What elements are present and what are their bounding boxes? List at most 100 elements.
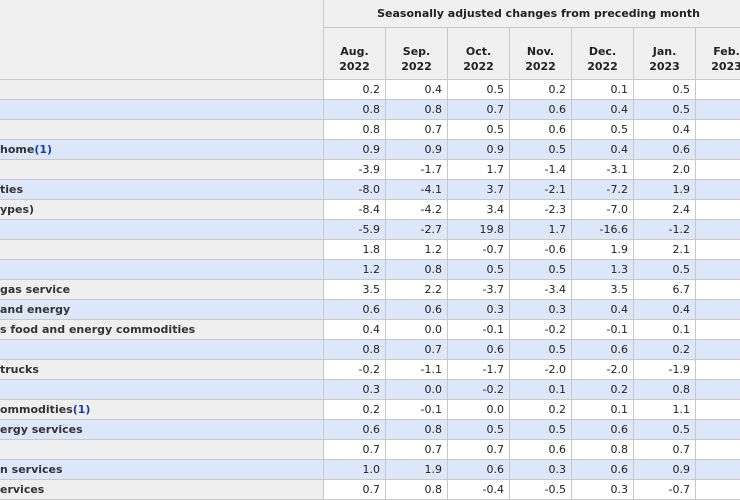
- data-cell: -1.7: [448, 360, 510, 380]
- row-label: [0, 160, 324, 180]
- footnote-link[interactable]: (1): [34, 143, 53, 156]
- cell-value: 6.7: [672, 283, 691, 296]
- data-cell: 0.6: [572, 340, 634, 360]
- data-cell: -0.6: [510, 240, 572, 260]
- cell-value: 0.7: [362, 483, 381, 496]
- cell-value: -16.6: [599, 223, 628, 236]
- cell-value: 0.5: [486, 263, 505, 276]
- data-cell: 2.2: [386, 280, 448, 300]
- cell-value: -8.4: [358, 203, 380, 216]
- data-cell: 0.3: [448, 300, 510, 320]
- data-cell: -3.4: [510, 280, 572, 300]
- cell-value: 0.2: [548, 403, 567, 416]
- column-month: Dec.: [588, 45, 617, 58]
- cell-value: 0.7: [486, 103, 505, 116]
- data-cell: -2.1: [510, 180, 572, 200]
- cell-value: 0.5: [548, 343, 567, 356]
- cell-value: 1.9: [672, 183, 691, 196]
- cell-value: 0.3: [610, 483, 629, 496]
- cell-value: 0.4: [362, 323, 381, 336]
- row-label: s food and energy commodities: [0, 320, 324, 340]
- cell-value: -1.4: [544, 163, 566, 176]
- data-cell: -0.1: [448, 320, 510, 340]
- cell-value: 0.3: [548, 303, 567, 316]
- cell-value: 0.0: [424, 323, 443, 336]
- cell-value: 0.9: [672, 463, 691, 476]
- row-label: and energy: [0, 300, 324, 320]
- data-cell: [696, 320, 740, 340]
- row-label-text: home: [0, 143, 35, 156]
- data-cell: 1.9: [634, 180, 696, 200]
- data-cell: 1.7: [510, 220, 572, 240]
- cell-value: 0.9: [424, 143, 443, 156]
- column-month: Aug.: [340, 45, 369, 58]
- data-cell: 0.5: [510, 420, 572, 440]
- data-cell: 0.4: [634, 120, 696, 140]
- row-label-text: trucks: [0, 363, 39, 376]
- data-cell: 0.2: [510, 400, 572, 420]
- data-cell: -3.9: [324, 160, 386, 180]
- data-cell: 0.9: [448, 140, 510, 160]
- data-cell: 1.7: [448, 160, 510, 180]
- data-cell: 0.5: [448, 120, 510, 140]
- cell-value: 0.1: [610, 403, 629, 416]
- group-title: Seasonally adjusted changes from precedi…: [324, 0, 740, 28]
- data-cell: [696, 140, 740, 160]
- cell-value: 0.2: [362, 83, 381, 96]
- column-year: 2022: [339, 60, 370, 73]
- cell-value: 0.2: [362, 403, 381, 416]
- cell-value: 0.5: [672, 423, 691, 436]
- data-cell: -16.6: [572, 220, 634, 240]
- data-cell: 0.9: [634, 460, 696, 480]
- data-cell: [696, 200, 740, 220]
- data-cell: 0.5: [510, 140, 572, 160]
- cell-value: -0.1: [482, 323, 504, 336]
- cell-value: 0.6: [362, 423, 381, 436]
- data-cell: 0.2: [634, 340, 696, 360]
- data-cell: -0.1: [386, 400, 448, 420]
- column-year: 2022: [463, 60, 494, 73]
- cell-value: 19.8: [479, 223, 505, 236]
- cell-value: -2.0: [606, 363, 628, 376]
- row-label: [0, 80, 324, 100]
- column-header: Oct. 2022: [448, 28, 510, 80]
- data-cell: [696, 420, 740, 440]
- data-cell: 1.8: [324, 240, 386, 260]
- data-cell: -3.1: [572, 160, 634, 180]
- cell-value: 3.4: [486, 203, 505, 216]
- cell-value: 1.9: [424, 463, 443, 476]
- data-cell: 1.0: [324, 460, 386, 480]
- data-cell: 1.9: [572, 240, 634, 260]
- data-cell: 0.7: [634, 440, 696, 460]
- footnote-link[interactable]: (1): [72, 403, 91, 416]
- cell-value: 0.6: [486, 463, 505, 476]
- data-cell: -: [696, 180, 740, 200]
- data-cell: [696, 100, 740, 120]
- data-cell: 0.9: [324, 140, 386, 160]
- cell-value: 1.1: [672, 403, 691, 416]
- cell-value: -0.7: [668, 483, 690, 496]
- data-cell: [696, 400, 740, 420]
- cell-value: -0.7: [482, 243, 504, 256]
- column-header: Aug. 2022: [324, 28, 386, 80]
- data-cell: 0.4: [572, 300, 634, 320]
- data-cell: 0.8: [386, 420, 448, 440]
- row-label-text: ergy services: [0, 423, 83, 436]
- cell-value: 0.8: [424, 423, 443, 436]
- cell-value: 0.2: [548, 83, 567, 96]
- data-cell: 0.5: [634, 260, 696, 280]
- cell-value: 0.8: [362, 123, 381, 136]
- data-cell: 0.6: [572, 420, 634, 440]
- header-blank: [0, 0, 324, 80]
- data-cell: -8.4: [324, 200, 386, 220]
- data-cell: 0.8: [386, 480, 448, 500]
- data-cell: 6.7: [634, 280, 696, 300]
- cell-value: 0.7: [424, 443, 443, 456]
- cell-value: 0.6: [486, 343, 505, 356]
- cell-value: 0.8: [610, 443, 629, 456]
- cell-value: 0.7: [424, 123, 443, 136]
- cell-value: -1.9: [668, 363, 690, 376]
- data-cell: 0.6: [510, 120, 572, 140]
- data-cell: -: [696, 160, 740, 180]
- column-header: Jan. 2023: [634, 28, 696, 80]
